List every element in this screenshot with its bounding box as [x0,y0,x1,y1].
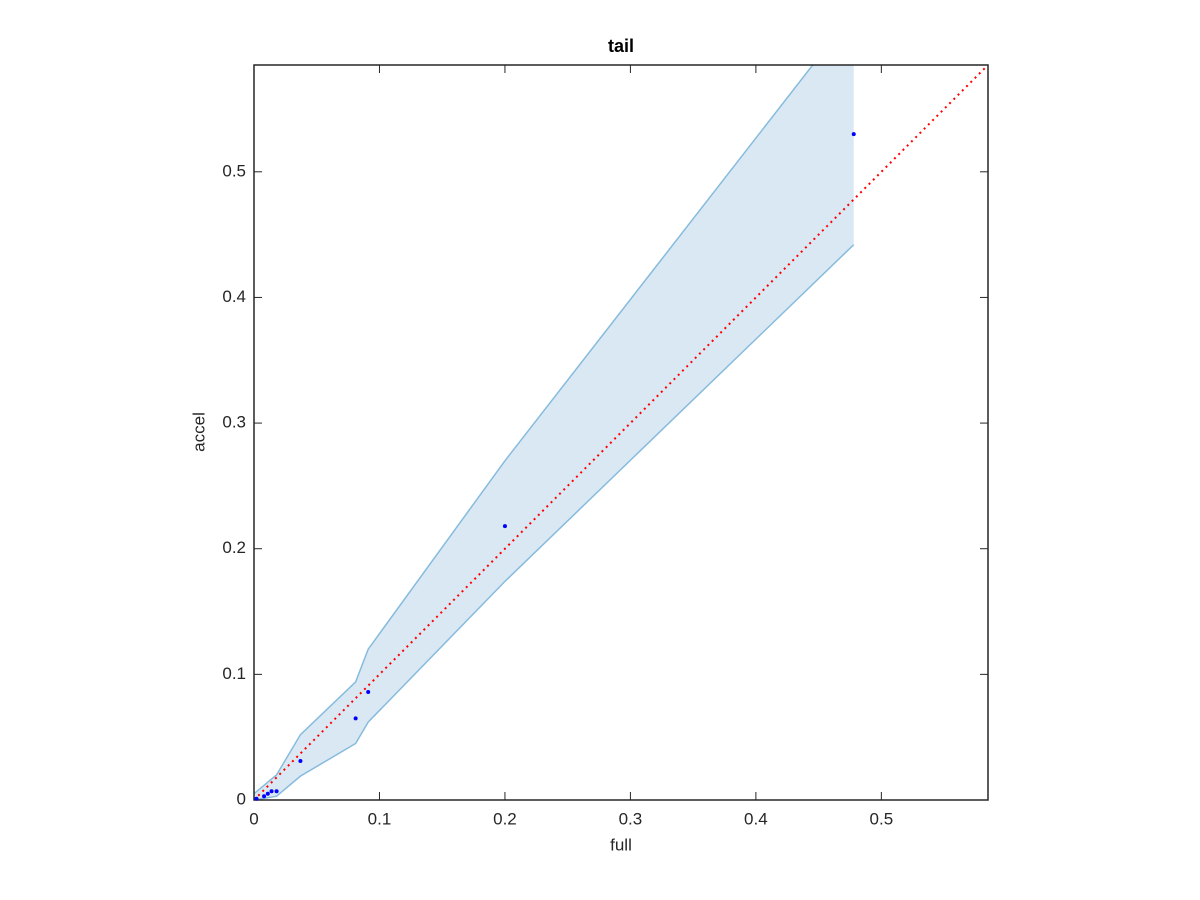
point [262,794,267,799]
point [274,789,279,794]
point [269,789,274,794]
x-tick-label: 0.1 [368,809,392,828]
y-tick-label: 0 [237,789,246,808]
y-tick-label: 0.5 [222,161,246,180]
x-tick-label: 0.5 [870,809,894,828]
y-tick-label: 0.4 [222,287,246,306]
point [265,791,270,796]
plot-area [254,65,988,800]
x-tick-label: 0 [249,809,258,828]
reference-line [254,65,988,800]
axes-box [253,64,989,801]
x-axis-label: full [610,835,632,854]
y-tick-label: 0.1 [222,664,246,683]
point [298,759,303,764]
y-tick-label: 0.2 [222,538,246,557]
point [851,132,856,137]
chart-title: tail [608,36,634,56]
point [353,716,358,721]
x-tick-label: 0.4 [744,809,768,828]
y-axis-label: accel [189,412,208,452]
x-tick-label: 0.2 [493,809,517,828]
confidence-band [254,65,854,800]
point [254,796,259,801]
point [502,524,507,529]
band-upper-edge [254,65,814,795]
x-tick-label: 0.3 [619,809,643,828]
y-tick-label: 0.3 [222,413,246,432]
band-lower-edge [254,244,855,800]
point [366,689,371,694]
